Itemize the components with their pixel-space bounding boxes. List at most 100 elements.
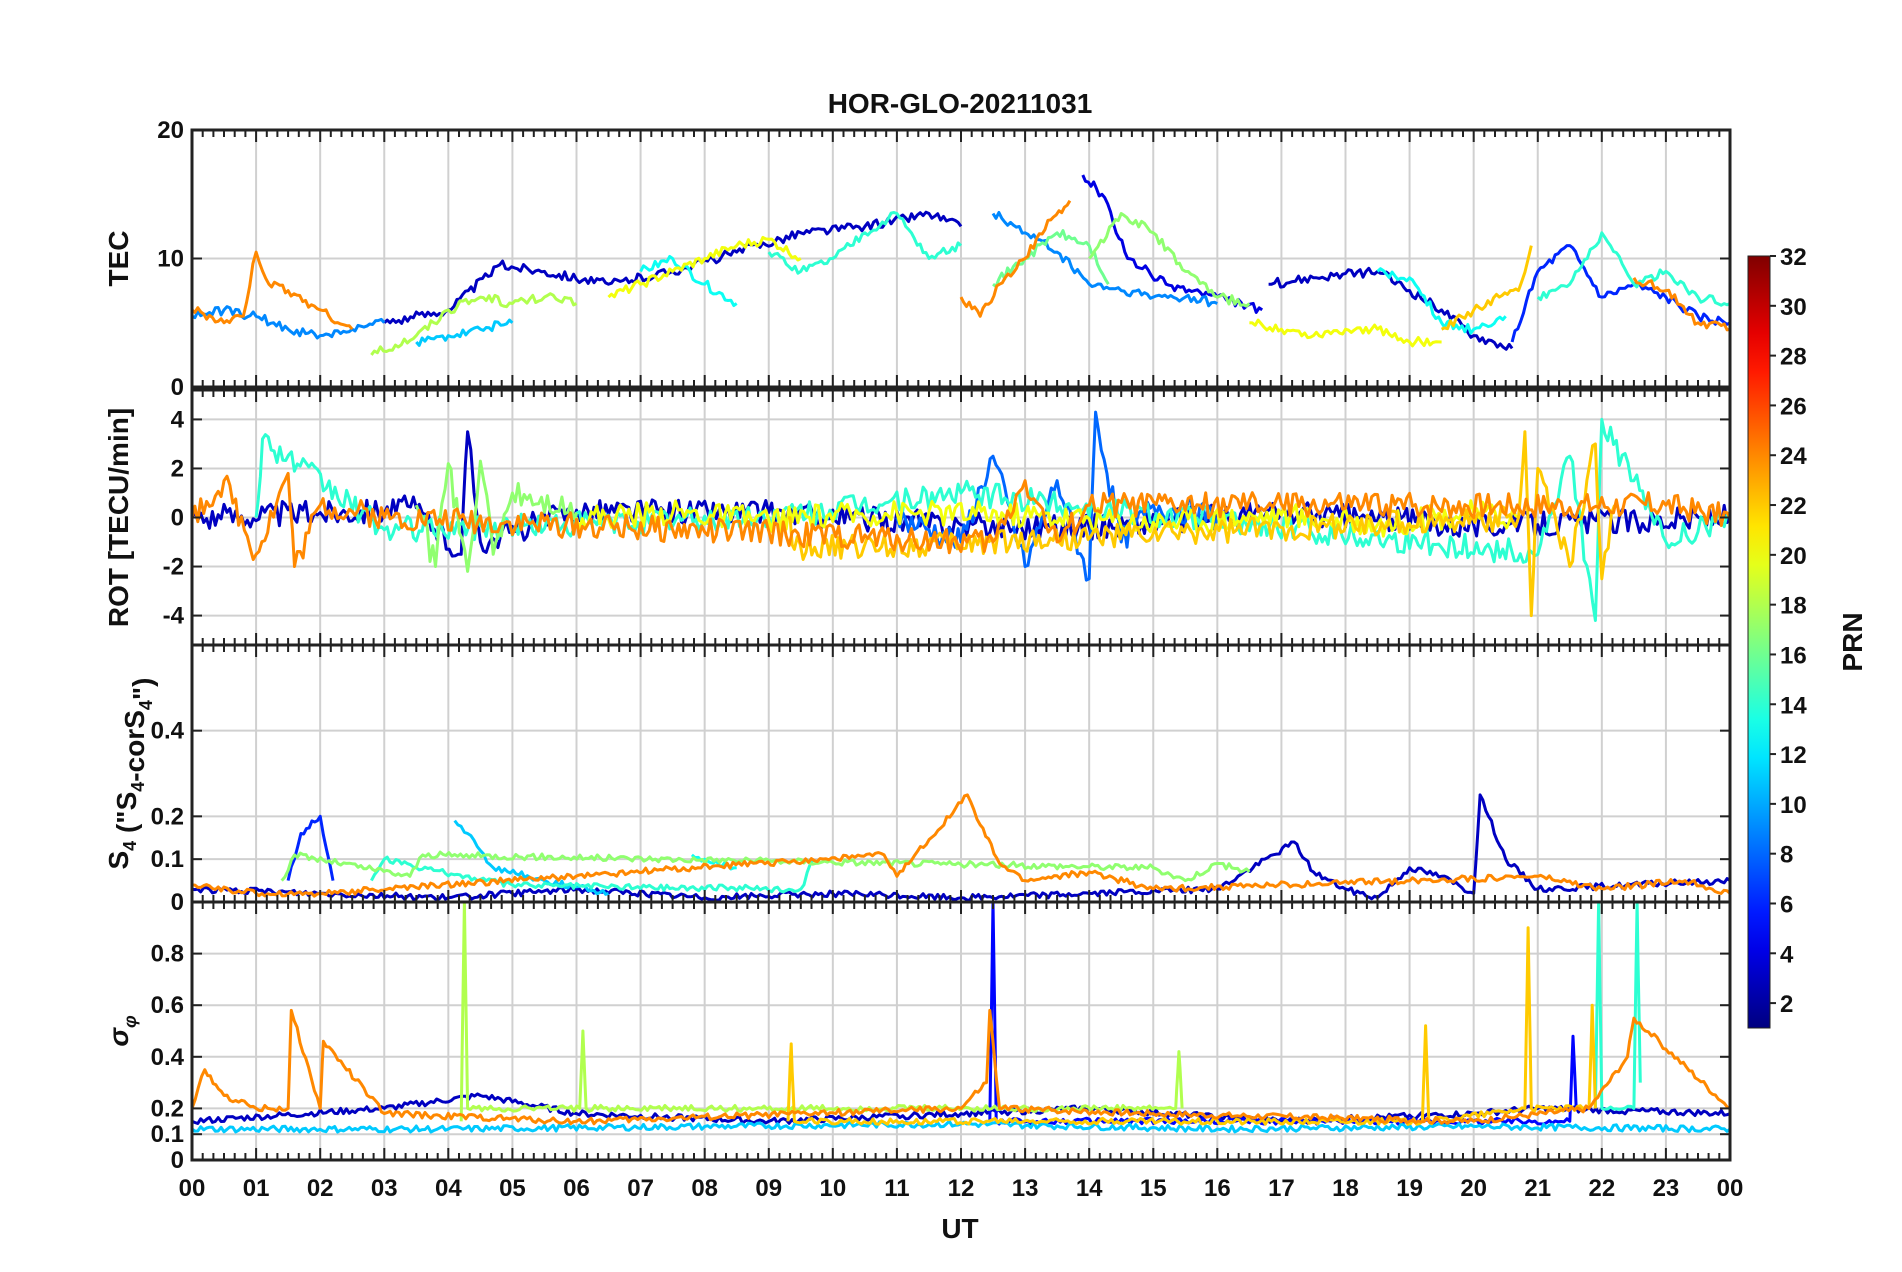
y-tick-label: 0 <box>171 1147 184 1174</box>
x-tick-label: 21 <box>1524 1175 1551 1202</box>
panel-s4-x-ticks <box>191 645 1731 902</box>
y-tick-label: 2 <box>171 455 184 482</box>
panel-tec-x-ticks <box>191 130 1731 387</box>
colorbar-tick-label: 14 <box>1780 692 1807 719</box>
y-tick-label: 10 <box>157 246 184 273</box>
series-line-prn-16 <box>992 229 1110 288</box>
series-line-prn-14 <box>370 855 815 894</box>
series-line-prn-24 <box>192 471 1730 568</box>
colorbar-tick-label: 8 <box>1780 842 1793 869</box>
colorbar-strip <box>1747 255 1771 1029</box>
panel-sigma-y-axis: 00.10.2 0.4 0.6 0.8 <box>151 941 1730 1174</box>
panel-rot-x-ticks <box>191 390 1731 645</box>
series-line-prn-22 <box>786 926 1597 1126</box>
colorbar-tick-label: 2 <box>1780 991 1793 1018</box>
x-tick-label: 02 <box>307 1175 334 1202</box>
y-tick-label: 0 <box>171 889 184 916</box>
y-tick-label: 0.1 <box>151 1121 184 1148</box>
y-tick-label: 0.6 <box>151 992 184 1019</box>
y-tick-label: -2 <box>163 554 184 581</box>
x-tick-label: 16 <box>1204 1175 1231 1202</box>
series-line-prn-18 <box>370 292 578 356</box>
series-line-prn-14 <box>1536 231 1730 307</box>
x-tick-label: 00 <box>1717 1175 1744 1202</box>
x-tick-label: 22 <box>1588 1175 1615 1202</box>
x-tick-marks <box>191 902 1731 1160</box>
colorbar-tick-label: 32 <box>1780 244 1807 271</box>
panel-rot: -4 -2 0 2 4 ROT [TECU/min] <box>103 388 1732 647</box>
x-tick-label: 08 <box>691 1175 718 1202</box>
x-tick-label: 17 <box>1268 1175 1295 1202</box>
x-tick-label: 23 <box>1653 1175 1680 1202</box>
colorbar-tick-label: 12 <box>1780 742 1807 769</box>
panel-s4: 0 0.1 0.2 0.4S4 ("S4-corS4") <box>103 643 1732 916</box>
y-tick-label: 0.4 <box>151 1044 185 1071</box>
y-tick-label: 0.8 <box>151 941 184 968</box>
series-line-prn-22 <box>787 430 1616 618</box>
series-line-prn-6 <box>1510 244 1730 343</box>
x-tick-label: 05 <box>499 1175 526 1202</box>
y-tick-label: 0.1 <box>151 846 184 873</box>
y-tick-label: 0.2 <box>151 1095 184 1122</box>
y-tick-label: 4 <box>171 406 185 433</box>
colorbar-tick-label: 22 <box>1780 493 1807 520</box>
colorbar-tick-label: 6 <box>1780 891 1793 918</box>
series-line-prn-22 <box>1440 245 1533 331</box>
series-line-prn-3 <box>1268 266 1514 351</box>
series-line-prn-24 <box>192 250 354 331</box>
colorbar-tick-label: 10 <box>1780 792 1807 819</box>
colorbar-tick-label: 18 <box>1780 593 1807 620</box>
colorbar-tick-label: 28 <box>1780 344 1807 371</box>
x-tick-label: 19 <box>1396 1175 1423 1202</box>
panel-sigma-series <box>192 902 1730 1134</box>
series-line-prn-20 <box>607 235 802 299</box>
series-line-prn-24 <box>959 199 1072 318</box>
panel-sigma-x-ticks <box>191 902 1731 1160</box>
x-axis-label: UT <box>941 1213 978 1244</box>
x-tick-marks <box>191 390 1731 645</box>
x-tick-label: 18 <box>1332 1175 1359 1202</box>
x-tick-label: 12 <box>948 1175 975 1202</box>
panel-tec-series <box>192 174 1730 356</box>
series-line-prn-20 <box>575 499 1520 538</box>
x-tick-label: 09 <box>755 1175 782 1202</box>
series-line-prn-20 <box>1249 318 1442 348</box>
x-tick-label: 11 <box>884 1175 909 1202</box>
series-line-prn-14 <box>254 417 1730 622</box>
panel-s4-grid <box>192 645 1730 902</box>
chart-title: HOR-GLO-20211031 <box>828 88 1093 119</box>
series-line-prn-9 <box>991 211 1218 308</box>
x-axis: 00 01 02 03 04 05 06 07 08 09 10 11 12 13 14 15 16 17 18 19… <box>179 1175 1744 1202</box>
colorbar-tick-label: 24 <box>1780 443 1807 470</box>
series-line-prn-11 <box>415 318 514 347</box>
y-tick-label: -4 <box>163 603 185 630</box>
x-tick-marks <box>191 645 1731 902</box>
colorbar-tick-label: 30 <box>1780 294 1807 321</box>
y-axis-label-tec: TEC <box>103 231 134 287</box>
colorbar-label: PRN <box>1837 612 1868 671</box>
colorbar-tick-label: 16 <box>1780 642 1807 669</box>
x-tick-label: 06 <box>563 1175 590 1202</box>
y-tick-label: 20 <box>157 117 184 144</box>
y-tick-label: 0 <box>171 374 184 401</box>
x-tick-label: 04 <box>435 1175 462 1202</box>
series-line-prn-17 <box>1088 212 1251 308</box>
x-tick-label: 15 <box>1140 1175 1167 1202</box>
series-line-prn-24 <box>192 1008 1730 1126</box>
series-line-prn-3 <box>192 430 1730 558</box>
x-tick-label: 00 <box>179 1175 206 1202</box>
colorbar-tick-label: 4 <box>1780 941 1794 968</box>
x-tick-label: 03 <box>371 1175 398 1202</box>
y-axis-label-rot: ROT [TECU/min] <box>103 408 134 627</box>
x-tick-marks <box>191 130 1731 387</box>
x-tick-label: 07 <box>627 1175 654 1202</box>
y-tick-label: 0 <box>171 505 184 532</box>
y-tick-label: 0.2 <box>151 803 184 830</box>
series-line-prn-13 <box>639 255 738 307</box>
x-tick-label: 13 <box>1012 1175 1039 1202</box>
panel-s4-y-axis: 0 0.1 0.2 0.4 <box>151 718 1730 916</box>
y-axis-label-sigma: σφ <box>103 1015 140 1047</box>
